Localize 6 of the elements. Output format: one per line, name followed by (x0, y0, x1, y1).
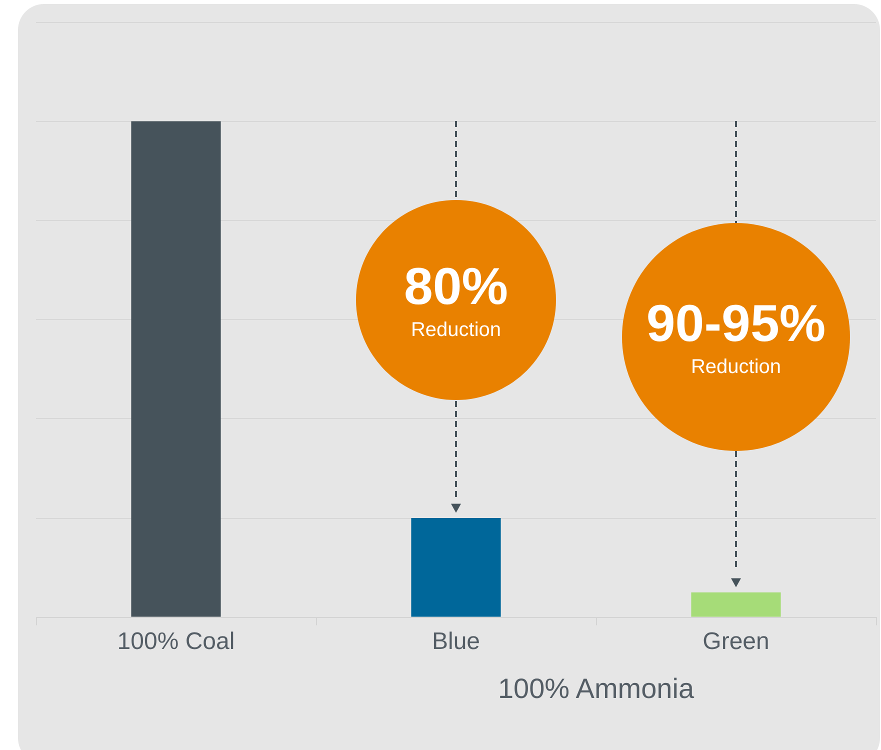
x-tick-label: 100% Coal (117, 628, 235, 656)
annotation: 80% Reduction (404, 256, 508, 343)
annotation: 90-95% Reduction (646, 294, 826, 380)
x-tick-label: Green (702, 628, 770, 656)
x-axis-title: 100% Ammonia (496, 673, 696, 706)
x-tick-label: Blue (432, 628, 480, 656)
